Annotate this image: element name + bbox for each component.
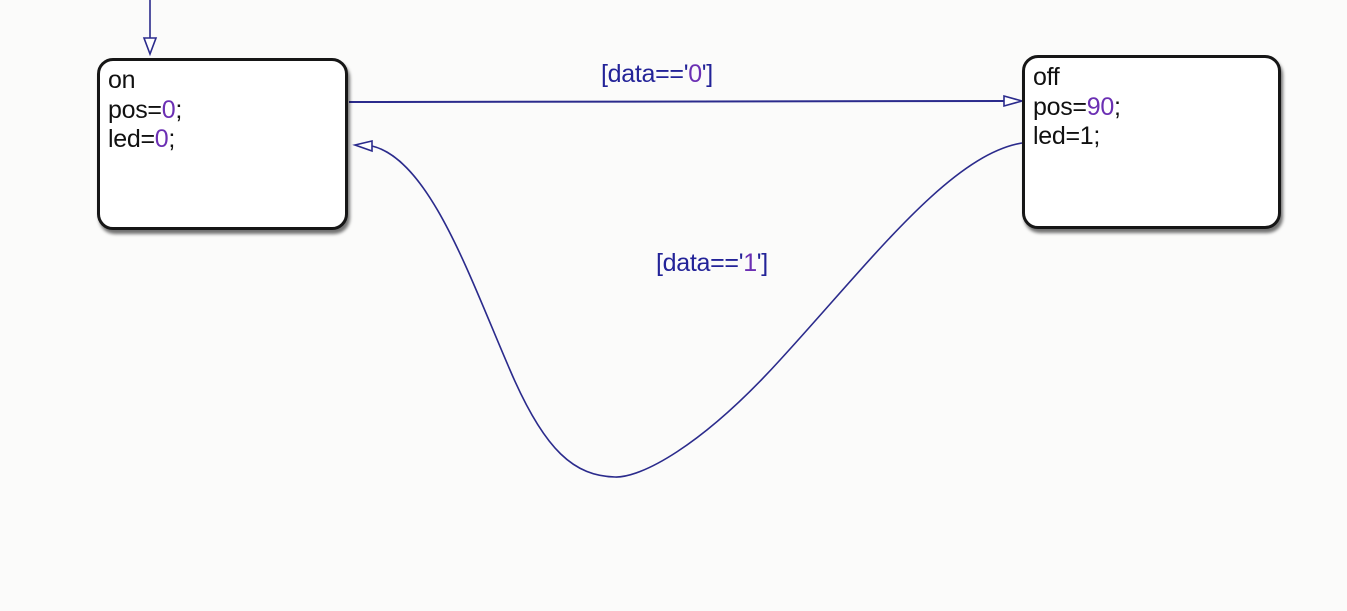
variable-value: 0 [154, 125, 169, 153]
state-off[interactable]: off pos=90; led=1; [1022, 55, 1281, 229]
state-on-led-action: led=0; [108, 125, 176, 153]
state-on-pos-action: pos=0; [108, 95, 182, 124]
on-to-off-transition-arrowhead [1003, 94, 1025, 108]
variable-name: pos [108, 95, 148, 124]
state-on-name: on [108, 66, 136, 94]
variable-value: 1 [1079, 122, 1094, 150]
condition-prefix: [data==' [601, 60, 689, 88]
default-transition-arrowhead [142, 37, 158, 57]
on-to-off-condition-label[interactable]: [data=='0'] [601, 60, 713, 89]
condition-prefix: [data==' [656, 249, 744, 277]
condition-value: 1 [743, 249, 757, 277]
variable-name: pos [1033, 92, 1073, 121]
variable-value: 0 [161, 95, 176, 124]
condition-suffix: '] [701, 60, 713, 88]
off-to-on-transition-arrowhead [352, 139, 373, 153]
state-off-pos-action: pos=90; [1033, 92, 1121, 121]
variable-value: 90 [1086, 92, 1115, 121]
off-to-on-transition-line[interactable] [371, 142, 1023, 478]
state-off-led-action: led=1; [1033, 122, 1101, 150]
on-to-off-transition-line[interactable] [348, 100, 1007, 103]
variable-name: led [108, 125, 141, 153]
condition-value: 0 [688, 60, 702, 88]
condition-suffix: '] [756, 249, 768, 277]
variable-name: led [1033, 122, 1066, 150]
state-on[interactable]: on pos=0; led=0; [97, 58, 348, 230]
state-off-name: off [1033, 63, 1060, 91]
off-to-on-condition-label[interactable]: [data=='1'] [656, 249, 768, 278]
